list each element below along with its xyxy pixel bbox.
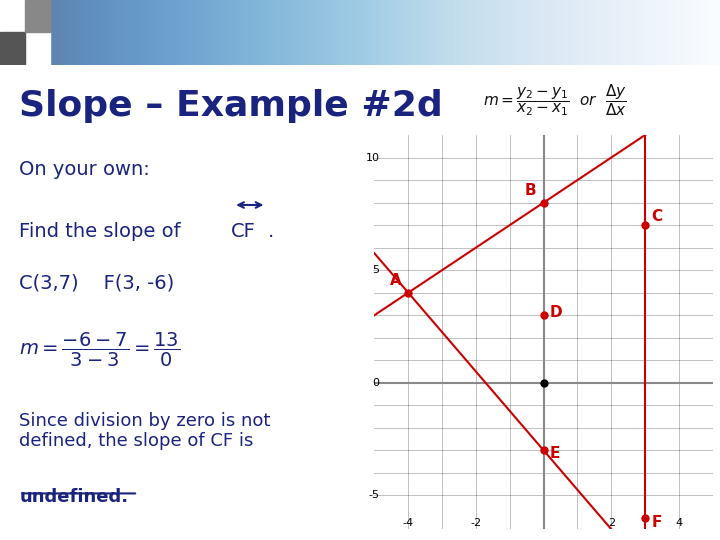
Text: $m=\dfrac{-6-7}{3-3}=\dfrac{13}{0}$: $m=\dfrac{-6-7}{3-3}=\dfrac{13}{0}$	[19, 331, 181, 369]
Text: 10: 10	[366, 152, 379, 163]
Text: On your own:: On your own:	[19, 160, 150, 179]
Text: CF: CF	[231, 221, 256, 241]
Text: C(3,7)    F(3, -6): C(3,7) F(3, -6)	[19, 274, 175, 293]
Text: -5: -5	[369, 490, 379, 501]
Text: 0: 0	[372, 378, 379, 388]
Bar	[0, 0, 25, 32]
Text: C: C	[651, 208, 662, 224]
Bar	[0, 32, 25, 65]
Bar	[25, 0, 50, 32]
Text: 4: 4	[675, 518, 683, 528]
Text: $m=\dfrac{y_2-y_1}{x_2-x_1}\ \ or\ \ \dfrac{\Delta y}{\Delta x}$: $m=\dfrac{y_2-y_1}{x_2-x_1}\ \ or\ \ \df…	[482, 82, 626, 118]
Text: D: D	[549, 306, 562, 320]
Text: E: E	[549, 446, 560, 461]
Text: 5: 5	[372, 265, 379, 275]
Text: F: F	[651, 515, 662, 530]
Text: .: .	[269, 221, 274, 241]
Text: 2: 2	[608, 518, 615, 528]
Text: -2: -2	[470, 518, 482, 528]
Text: undefined.: undefined.	[19, 488, 129, 506]
Bar	[25, 32, 50, 65]
Text: -4: -4	[402, 518, 414, 528]
Text: B: B	[525, 183, 536, 198]
Text: Slope – Example #2d: Slope – Example #2d	[19, 89, 444, 123]
Text: Since division by zero is not
defined, the slope of CF is: Since division by zero is not defined, t…	[19, 411, 271, 450]
Text: Find the slope of: Find the slope of	[19, 221, 187, 241]
Text: A: A	[390, 273, 401, 288]
